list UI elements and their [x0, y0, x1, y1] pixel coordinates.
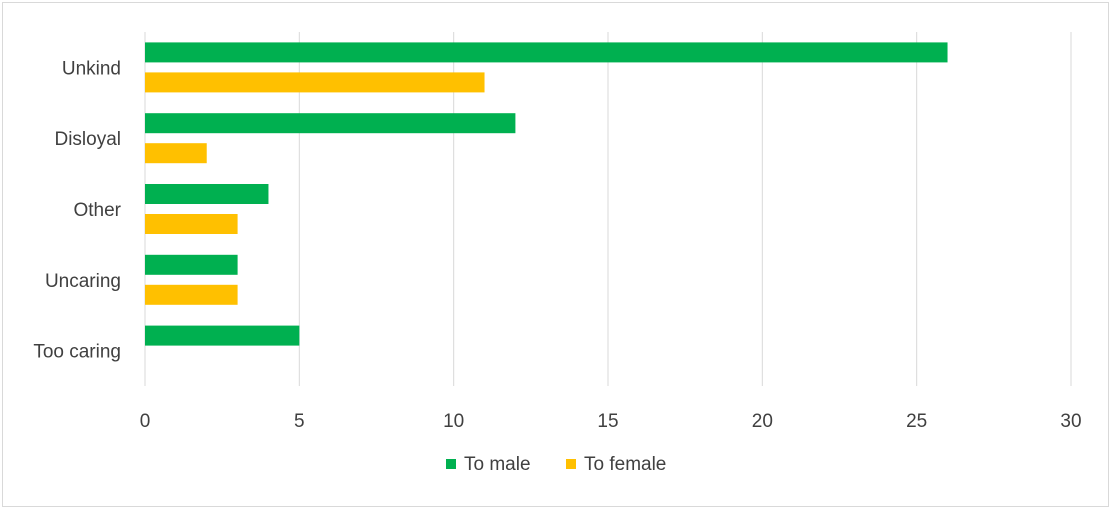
bar-unkind-to-female — [145, 72, 485, 93]
x-tick-label-0: 0 — [140, 411, 151, 432]
bar-disloyal-to-female — [145, 143, 207, 164]
x-tick-label-20: 20 — [752, 411, 773, 432]
bar-too-caring-to-male — [145, 325, 300, 346]
bars — [145, 42, 948, 346]
category-label-other: Other — [73, 200, 121, 221]
x-tick-label-15: 15 — [597, 411, 618, 432]
category-label-too-caring: Too caring — [33, 342, 121, 363]
legend-swatch-to-female — [566, 459, 576, 469]
legend-swatch-to-male — [446, 459, 456, 469]
x-tick-label-30: 30 — [1060, 411, 1081, 432]
legend-label-to-female: To female — [584, 454, 666, 475]
bar-uncaring-to-male — [145, 254, 238, 275]
bar-other-to-female — [145, 214, 238, 234]
bar-other-to-male — [145, 184, 269, 204]
bar-unkind-to-male — [145, 42, 948, 63]
x-tick-label-5: 5 — [294, 411, 305, 432]
bar-disloyal-to-male — [145, 113, 516, 134]
legend-label-to-male: To male — [464, 454, 531, 475]
category-labels: Unkind Disloyal Other Uncaring Too caring — [33, 58, 121, 362]
bar-uncaring-to-female — [145, 284, 238, 305]
x-tick-labels: 0 5 10 15 20 25 30 — [140, 411, 1082, 432]
x-tick-label-25: 25 — [906, 411, 927, 432]
category-label-unkind: Unkind — [62, 58, 121, 79]
x-tick-label-10: 10 — [443, 411, 464, 432]
legend: To male To female — [446, 454, 666, 475]
category-label-uncaring: Uncaring — [45, 271, 121, 292]
category-label-disloyal: Disloyal — [54, 129, 121, 150]
